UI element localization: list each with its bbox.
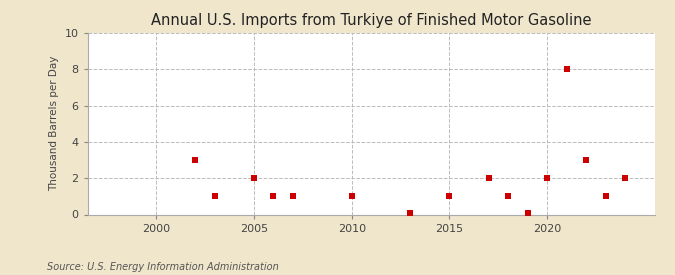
Point [620,176,631,180]
Point [601,194,612,199]
Text: Source: U.S. Energy Information Administration: Source: U.S. Energy Information Administ… [47,262,279,272]
Point [346,194,357,199]
Point [190,158,200,162]
Point [268,194,279,199]
Point [522,211,533,215]
Point [288,194,298,199]
Point [542,176,553,180]
Point [503,194,514,199]
Point [581,158,592,162]
Title: Annual U.S. Imports from Turkiye of Finished Motor Gasoline: Annual U.S. Imports from Turkiye of Fini… [151,13,591,28]
Point [483,176,494,180]
Y-axis label: Thousand Barrels per Day: Thousand Barrels per Day [49,56,59,191]
Point [209,194,220,199]
Point [562,67,572,72]
Point [248,176,259,180]
Point [444,194,455,199]
Point [405,211,416,215]
